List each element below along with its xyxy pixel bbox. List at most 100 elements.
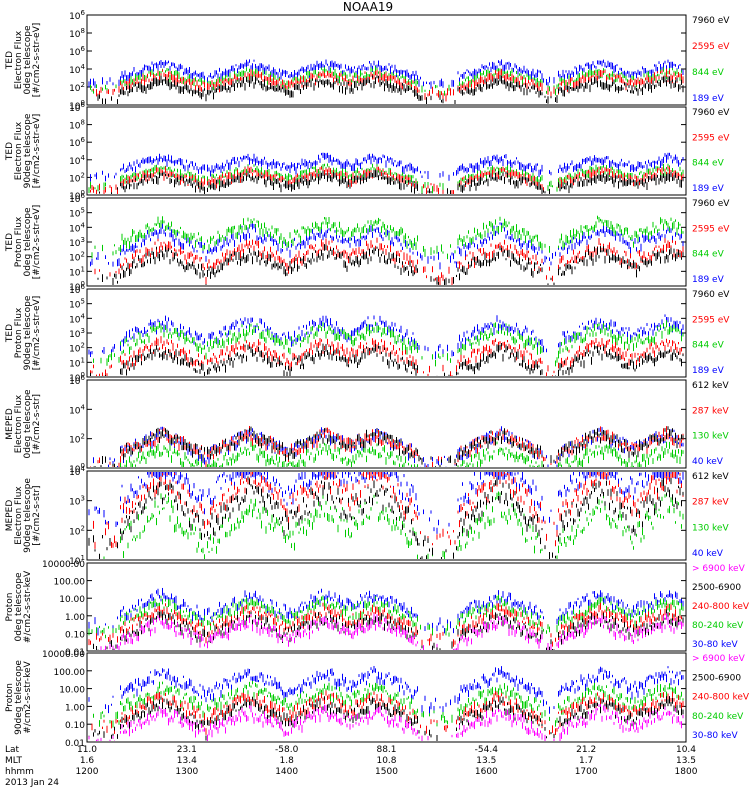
legend-entry: 7960 eV <box>692 199 730 209</box>
legend-entry: 30-80 keV <box>692 731 738 741</box>
legend-entry: 7960 eV <box>692 108 730 118</box>
y-tick-label: 106 <box>69 101 85 114</box>
y-axis-label: 90deg telescope <box>23 295 33 370</box>
series--6900-kev <box>92 613 683 650</box>
panel-frame <box>86 106 687 196</box>
x-tick-label-lat: 10.4 <box>676 745 696 755</box>
figure-title: NOAA19 <box>343 0 393 14</box>
series-30-80-kev <box>89 588 683 636</box>
y-tick-label: 108 <box>69 119 85 132</box>
x-tick-label-lat: 11.0 <box>77 745 97 755</box>
y-axis-label: Proton Flux <box>14 216 24 267</box>
y-axis-label: [#/cm2-s-str-eV] <box>32 23 42 98</box>
y-axis-label: MEPED <box>5 500 15 532</box>
y-tick-label: 104 <box>69 63 85 76</box>
y-axis-label: [#/cm2-s-str-eV] <box>32 114 42 189</box>
series-7960-ev <box>89 343 683 376</box>
series-30-80-kev <box>89 666 683 714</box>
x-tick-label-mlt: 13.4 <box>177 756 197 766</box>
series-130-kev <box>89 492 683 560</box>
y-tick-label: 1.00 <box>65 613 85 623</box>
legend-entry: 7960 eV <box>692 290 730 300</box>
series-612-kev <box>94 426 684 467</box>
series-612-kev <box>89 476 683 559</box>
y-tick-label: 106 <box>69 374 85 387</box>
legend-entry: 189 eV <box>692 184 725 194</box>
legend-entry: 2500-6900 <box>692 583 741 593</box>
x-tick-label-hhmm: 1600 <box>475 767 498 777</box>
series-group <box>91 426 684 467</box>
series--6900-kev <box>89 704 683 741</box>
x-tick-label-hhmm: 1400 <box>275 767 298 777</box>
y-tick-label: 10000.00 <box>42 560 85 570</box>
y-axis-label: Electron Flux <box>14 486 24 545</box>
legend-entry: 189 eV <box>692 366 725 376</box>
legend-entry: 130 keV <box>692 432 729 442</box>
y-axis-label: #/cm2-s-str-keV <box>23 570 33 643</box>
y-tick-label: 102 <box>69 251 85 264</box>
panel-7: 10000.00 100.00 10.00 1.00 0.10 0.01 Proton 0de… <box>5 560 750 658</box>
y-tick-label: 1.00 <box>65 703 85 713</box>
legend-entry: > 6900 keV <box>692 654 746 664</box>
x-tick-label-hhmm: 1500 <box>375 767 398 777</box>
x-tick-label-mlt: 1.8 <box>280 756 295 766</box>
y-axis-label: Proton Flux <box>14 307 24 358</box>
series-40-kev <box>89 472 683 534</box>
series-2595-ev <box>95 238 683 285</box>
y-axis-label: #/cm2-s-str-keV <box>23 660 33 733</box>
series-2500-6900 <box>89 696 683 741</box>
x-tick-label-hhmm: 1800 <box>675 767 698 777</box>
x-tick-label-hhmm: 1200 <box>76 767 99 777</box>
panel-frame <box>86 14 687 106</box>
legend-entry: 2595 eV <box>692 315 730 325</box>
y-axis-label: [#/cm2-s-str-eV] <box>32 205 42 280</box>
y-tick-label: 103 <box>69 495 85 508</box>
y-tick-label: 101 <box>69 554 85 567</box>
y-tick-label: 0.10 <box>65 721 85 731</box>
legend-entry: 844 eV <box>692 159 725 169</box>
panel-8: 10000.00 100.00 10.00 1.00 0.10 0.01 Proton 90d… <box>5 650 750 749</box>
series-group <box>89 59 683 104</box>
y-tick-label: 100 <box>69 280 85 293</box>
panel-2: 106 108 106 104 102 100 TED Electron Flux 90deg … <box>5 101 730 202</box>
y-tick-label: 0.01 <box>65 739 85 749</box>
x-tick-label-hhmm: 1700 <box>575 767 598 777</box>
legend-entry: 612 keV <box>692 381 729 391</box>
y-axis-label: 90deg telescope <box>23 113 33 188</box>
y-axis-label: [#/cm2-s-str-eV] <box>32 296 42 371</box>
y-tick-label: 105 <box>69 298 85 311</box>
legend-entry: 2595 eV <box>692 224 730 234</box>
y-tick-label: 0.01 <box>65 648 85 658</box>
y-axis-label: 0deg telescope <box>14 572 24 642</box>
y-tick-label: 106 <box>69 192 85 205</box>
y-axis-label: Electron Flux <box>14 30 24 89</box>
series-group <box>89 666 683 741</box>
y-tick-label: 100 <box>69 99 85 112</box>
legend-entry: 7960 eV <box>692 16 730 26</box>
x-row-label: Lat <box>5 745 20 755</box>
x-tick-label-lat: 88.1 <box>376 745 396 755</box>
y-tick-label: 103 <box>69 236 85 249</box>
legend-entry: 2500-6900 <box>692 673 741 683</box>
y-tick-label: 102 <box>69 81 85 94</box>
legend-entry: 240-800 keV <box>692 693 750 703</box>
y-axis-label: Electron Flux <box>14 121 24 180</box>
legend-entry: > 6900 keV <box>692 564 746 574</box>
series-group <box>91 216 684 285</box>
panel-frame <box>86 379 687 469</box>
x-tick-label-lat: -54.4 <box>475 745 499 755</box>
y-tick-label: 100.00 <box>54 668 86 678</box>
y-axis-label: TED <box>5 51 15 70</box>
y-tick-label: 101 <box>69 356 85 369</box>
panel-frame <box>86 562 687 652</box>
legend-entry: 189 eV <box>692 275 725 285</box>
y-tick-label: 10.00 <box>59 595 85 605</box>
x-row-label: MLT <box>5 756 23 766</box>
series-844-ev <box>92 216 683 260</box>
series-group <box>89 472 683 559</box>
y-axis-label: 90deg telescope <box>14 660 24 735</box>
y-tick-label: 106 <box>69 9 85 22</box>
y-tick-label: 106 <box>69 45 85 58</box>
